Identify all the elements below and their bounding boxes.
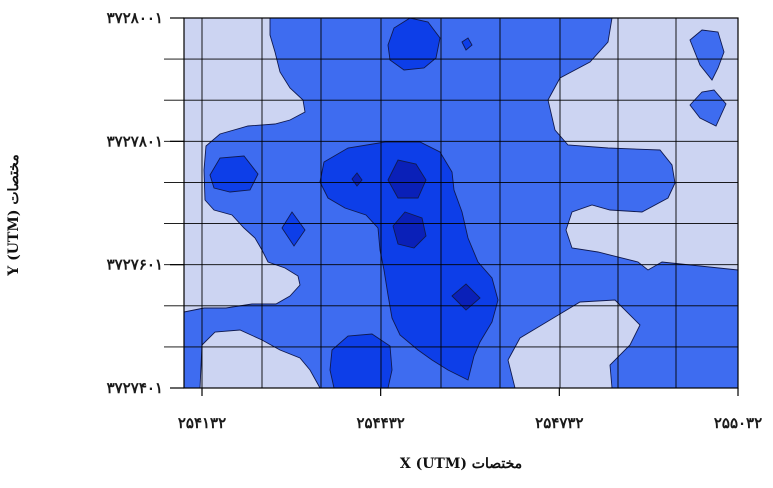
contour-level-3-region <box>461 37 473 51</box>
contour-level-4-core <box>392 211 427 249</box>
contour-level-2-island <box>689 89 727 127</box>
y-tick-label: ۳۷۲۷۶۰۱ <box>107 256 163 274</box>
x-tick-label: ۲۵۴۱۳۲ <box>178 414 226 432</box>
y-tick-label: ۳۷۲۷۴۰۱ <box>107 379 163 397</box>
y-tick-label: ۳۷۲۷۸۰۱ <box>107 132 163 150</box>
y-tick-label: ۳۷۲۸۰۰۱ <box>107 9 163 27</box>
contour-level-2-region <box>184 18 738 388</box>
contour-level-3-region <box>329 333 393 388</box>
grid-lines <box>164 18 738 388</box>
contour-level-2-island <box>689 29 725 81</box>
contour-level-3-region <box>281 211 306 247</box>
y-axis-title: مختصات Y (UTM) <box>6 154 22 276</box>
x-tick-label: ۲۵۴۷۳۲ <box>535 414 583 432</box>
plot-frame <box>183 17 739 389</box>
y-axis-ticks: ۳۷۲۷۴۰۱ ۳۷۲۷۶۰۱ ۳۷۲۷۸۰۱ ۳۷۲۸۰۰۱ <box>107 9 184 397</box>
contour-level-3-region <box>387 18 441 71</box>
x-axis-ticks: ۲۵۴۱۳۲ ۲۵۴۴۳۲ ۲۵۴۷۳۲ ۲۵۵۰۳۲ <box>178 388 762 432</box>
contour-level-4-core <box>387 159 427 199</box>
contour-plot-area <box>184 18 738 388</box>
x-tick-label: ۲۵۴۴۳۲ <box>356 414 404 432</box>
x-tick-label: ۲۵۵۰۳۲ <box>714 414 762 432</box>
contour-level-3-region <box>319 141 499 381</box>
x-axis-title: مختصات X (UTM) <box>400 456 522 472</box>
